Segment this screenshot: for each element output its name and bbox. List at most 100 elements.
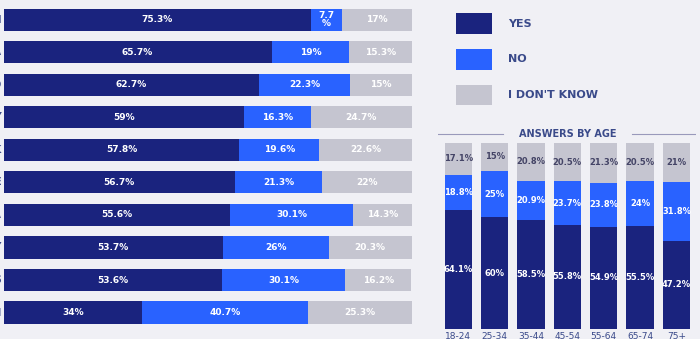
Text: 62.7%: 62.7% <box>116 80 147 89</box>
Text: 25%: 25% <box>484 190 505 199</box>
Text: 21.3%: 21.3% <box>262 178 294 187</box>
Text: 26%: 26% <box>265 243 286 252</box>
Text: FRANCE: FRANCE <box>0 177 1 187</box>
Text: 24.7%: 24.7% <box>346 113 377 122</box>
Text: SPAIN: SPAIN <box>0 15 1 25</box>
Bar <box>663 241 690 329</box>
Text: 7.7
%: 7.7 % <box>318 11 335 28</box>
Text: ITALY: ITALY <box>0 112 1 122</box>
Bar <box>308 301 412 324</box>
Text: 20.5%: 20.5% <box>553 158 582 166</box>
Bar <box>481 217 508 329</box>
Bar <box>222 269 345 291</box>
Bar <box>354 204 412 226</box>
Text: 18.8%: 18.8% <box>444 188 473 197</box>
FancyBboxPatch shape <box>456 14 493 34</box>
Bar <box>517 181 545 220</box>
Bar <box>345 269 411 291</box>
Text: 24%: 24% <box>630 199 650 208</box>
Text: 22.6%: 22.6% <box>350 145 381 154</box>
Text: 60%: 60% <box>484 268 505 278</box>
Bar <box>272 41 349 63</box>
Bar <box>626 181 654 226</box>
Text: SWEDEN: SWEDEN <box>0 307 1 318</box>
Bar <box>235 171 322 194</box>
Text: GERMANY: GERMANY <box>0 242 1 253</box>
Text: 20.3%: 20.3% <box>355 243 386 252</box>
Text: 21%: 21% <box>666 158 687 167</box>
Bar <box>349 41 412 63</box>
Bar <box>663 182 690 241</box>
Text: 20.8%: 20.8% <box>517 157 545 166</box>
Bar <box>4 204 230 226</box>
Bar <box>517 143 545 181</box>
Bar <box>481 171 508 217</box>
FancyBboxPatch shape <box>456 49 493 69</box>
Text: 20.5%: 20.5% <box>626 158 655 166</box>
Text: 19.6%: 19.6% <box>264 145 295 154</box>
Bar <box>4 171 235 194</box>
Bar <box>4 8 311 31</box>
Text: 16.3%: 16.3% <box>262 113 293 122</box>
Text: 21.3%: 21.3% <box>589 158 618 167</box>
Bar <box>329 236 412 259</box>
Text: 23.8%: 23.8% <box>589 200 618 209</box>
Bar <box>626 143 654 181</box>
Bar <box>311 8 342 31</box>
Text: 15%: 15% <box>370 80 392 89</box>
Text: 17%: 17% <box>366 15 388 24</box>
Bar <box>260 74 351 96</box>
Text: 55.8%: 55.8% <box>553 273 582 281</box>
Bar <box>444 175 472 210</box>
Text: 64.1%: 64.1% <box>444 265 473 274</box>
Bar <box>663 143 690 182</box>
Text: 31.8%: 31.8% <box>662 207 691 216</box>
Text: 15%: 15% <box>484 153 505 161</box>
Text: 56.7%: 56.7% <box>104 178 135 187</box>
Text: 30.1%: 30.1% <box>268 276 299 284</box>
Text: ESTONIA: ESTONIA <box>0 210 1 220</box>
Text: 16.2%: 16.2% <box>363 276 393 284</box>
Bar <box>322 171 412 194</box>
Text: 34%: 34% <box>62 308 84 317</box>
FancyBboxPatch shape <box>456 85 493 105</box>
Text: 55.5%: 55.5% <box>626 273 655 282</box>
Text: 19%: 19% <box>300 48 321 57</box>
Bar <box>4 301 142 324</box>
Bar <box>590 182 617 227</box>
Bar <box>230 204 354 226</box>
Bar <box>342 8 412 31</box>
Text: 53.6%: 53.6% <box>97 276 128 284</box>
Text: 65.7%: 65.7% <box>122 48 153 57</box>
Text: ANSWERS BY AGE: ANSWERS BY AGE <box>519 129 616 139</box>
Bar <box>481 143 508 171</box>
Text: UK: UK <box>0 145 1 155</box>
Text: 15.3%: 15.3% <box>365 48 396 57</box>
Text: 40.7%: 40.7% <box>210 308 241 317</box>
Text: 58.5%: 58.5% <box>517 270 545 279</box>
Text: 14.3%: 14.3% <box>367 211 398 219</box>
Bar <box>4 139 239 161</box>
Bar <box>4 269 222 291</box>
Bar <box>4 106 244 128</box>
Bar <box>319 139 412 161</box>
Bar <box>223 236 329 259</box>
Bar <box>554 143 581 181</box>
Text: 57.8%: 57.8% <box>106 145 137 154</box>
Bar <box>554 225 581 329</box>
Text: 22%: 22% <box>356 178 377 187</box>
Text: YES: YES <box>508 19 531 28</box>
Bar <box>626 226 654 329</box>
Bar <box>554 181 581 225</box>
Bar <box>4 74 260 96</box>
Text: 23.7%: 23.7% <box>553 199 582 207</box>
Bar <box>4 41 272 63</box>
Text: NO: NO <box>508 55 526 64</box>
Text: 55.6%: 55.6% <box>102 211 132 219</box>
Bar <box>351 74 412 96</box>
Text: ROMANIA: ROMANIA <box>0 47 1 57</box>
Text: 22.3%: 22.3% <box>289 80 321 89</box>
Text: 47.2%: 47.2% <box>662 280 691 290</box>
Bar <box>4 236 223 259</box>
Text: I DON'T KNOW: I DON'T KNOW <box>508 91 598 100</box>
